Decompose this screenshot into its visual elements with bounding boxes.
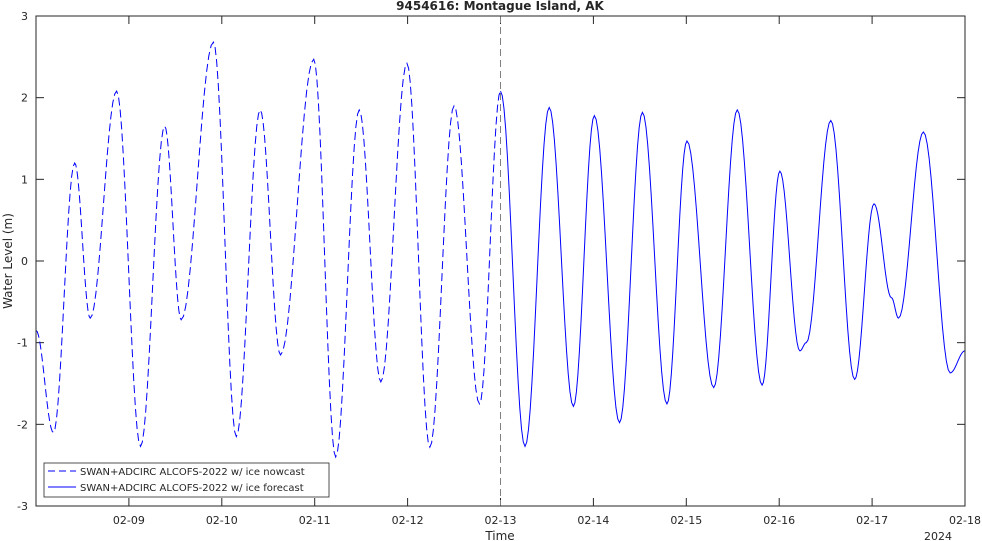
x-axis: 02-09 02-10 02-11 02-12 02-13 02-14 02-15 02-16… <box>113 16 981 527</box>
y-tick-label: 2 <box>21 92 28 105</box>
forecast-series-line <box>500 90 966 448</box>
series-layer <box>35 40 966 459</box>
legend-nowcast-label: SWAN+ADCIRC ALCOFS-2022 w/ ice nowcast <box>80 467 305 478</box>
x-tick-label: 02-18 <box>949 514 981 527</box>
x-tick-label: 02-14 <box>577 514 609 527</box>
x-tick-label: 02-11 <box>299 514 331 527</box>
x-tick-label: 02-17 <box>856 514 888 527</box>
nowcast-series-line <box>35 40 501 459</box>
y-tick-label: 3 <box>21 10 28 23</box>
y-tick-label: 0 <box>21 255 28 268</box>
legend: SWAN+ADCIRC ALCOFS-2022 w/ ice nowcast S… <box>43 462 330 498</box>
x-tick-label: 02-15 <box>670 514 702 527</box>
x-tick-label: 02-12 <box>392 514 424 527</box>
legend-forecast-label: SWAN+ADCIRC ALCOFS-2022 w/ ice forecast <box>80 483 304 494</box>
y-axis: -3 -2 -1 0 1 2 3 <box>17 10 965 513</box>
x-tick-label: 02-09 <box>113 514 145 527</box>
y-tick-label: -2 <box>17 418 28 431</box>
chart-title: 9454616: Montague Island, AK <box>396 0 604 13</box>
y-tick-label: -3 <box>17 500 28 513</box>
x-tick-label: 02-10 <box>206 514 238 527</box>
x-axis-label: Time <box>484 529 514 541</box>
y-tick-label: -1 <box>17 337 28 350</box>
plot-frame <box>35 15 966 507</box>
x-tick-label: 02-13 <box>485 514 517 527</box>
legend-box <box>43 462 330 498</box>
y-tick-label: 1 <box>21 173 28 186</box>
y-axis-label: Water Level (m) <box>1 213 15 309</box>
year-label: 2024 <box>924 530 952 541</box>
x-tick-label: 02-16 <box>763 514 795 527</box>
